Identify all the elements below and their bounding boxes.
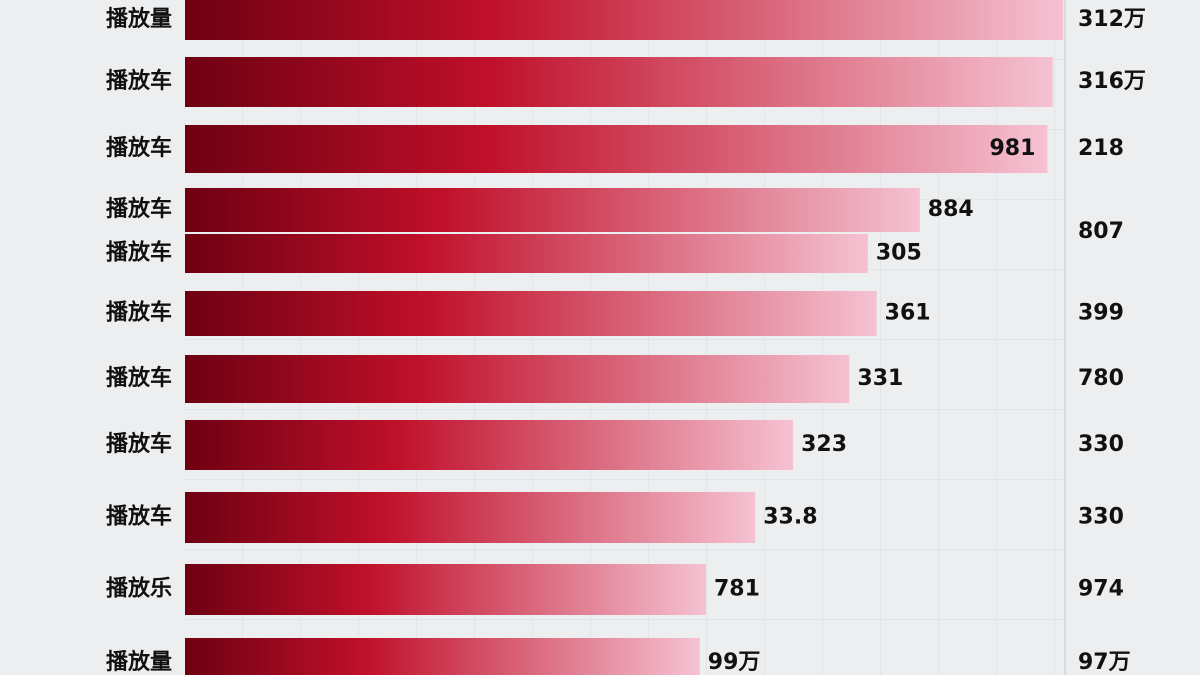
- row-label: 播放车: [106, 196, 172, 222]
- bar: [185, 420, 794, 470]
- value-label: 331: [857, 366, 903, 391]
- row-label: 播放车: [106, 431, 172, 457]
- side-label: 312万: [1078, 7, 1146, 32]
- row-label: 播放车: [106, 365, 172, 391]
- bar: [185, 188, 920, 232]
- bar: [185, 234, 868, 273]
- row-label: 播放车: [106, 135, 172, 161]
- side-label: 330: [1078, 505, 1124, 530]
- value-label: 361: [885, 301, 931, 326]
- side-label: 218: [1078, 136, 1124, 161]
- value-label: 781: [714, 577, 760, 602]
- row-label: 播放车: [106, 300, 172, 326]
- value-label: 981: [989, 136, 1035, 161]
- value-label: 99万: [708, 650, 761, 675]
- row-label: 播放乐: [106, 576, 172, 602]
- side-label: 807: [1078, 219, 1124, 244]
- value-label: 33.8: [763, 505, 817, 530]
- grid-background: [185, 0, 1065, 675]
- value-label: 323: [801, 432, 847, 457]
- side-label: 316万: [1078, 69, 1146, 94]
- bar: [185, 492, 756, 543]
- bar: [185, 638, 700, 675]
- row-label: 播放车: [106, 504, 172, 530]
- row-label: 播放车: [106, 68, 172, 94]
- row-label: 播放量: [106, 649, 172, 675]
- bar: [185, 564, 706, 615]
- bar: [185, 57, 1053, 107]
- bar: [185, 355, 850, 403]
- value-label: 305: [876, 241, 922, 266]
- value-label: 884: [928, 197, 974, 222]
- side-label: 974: [1078, 577, 1124, 602]
- row-label: 播放量: [106, 6, 172, 32]
- bar: [185, 291, 877, 336]
- side-label: 780: [1078, 366, 1124, 391]
- side-label: 97万: [1078, 650, 1131, 675]
- side-label: 399: [1078, 301, 1124, 326]
- side-label: 330: [1078, 432, 1124, 457]
- bar: [185, 0, 1064, 40]
- row-label: 播放车: [106, 240, 172, 266]
- bar: [185, 125, 1048, 173]
